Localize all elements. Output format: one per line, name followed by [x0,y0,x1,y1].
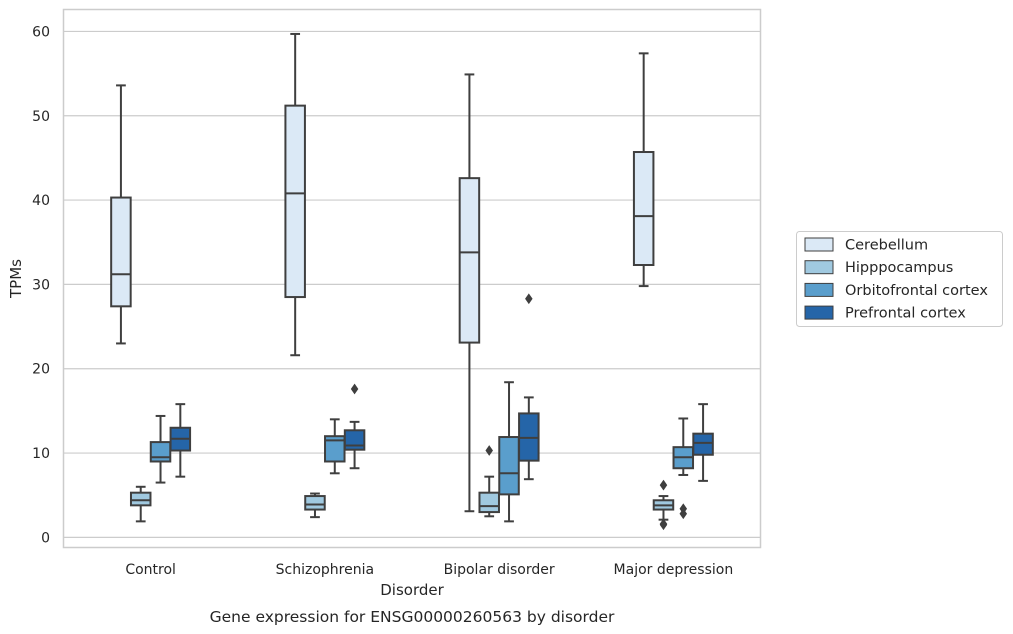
legend-items: Cerebellum Hipppocampus Orbitofrontal cort… [804,237,988,322]
box-hipppocampus [129,485,152,523]
box-cerebellum [284,32,306,357]
legend-label: Orbitofrontal cortex [845,283,988,299]
iqr-box [110,196,132,308]
box-orbitofrontal-cortex [498,381,520,523]
iqr-box [692,432,714,456]
box-prefrontal-cortex [343,383,366,470]
x-tick-label: Control [125,562,176,578]
y-tick-label: 30 [32,277,50,293]
legend-swatch [804,305,834,320]
iqr-box [284,104,306,299]
box-hipppocampus [478,445,500,518]
box-cerebellum [632,52,655,288]
box-orbitofrontal-cortex [149,414,172,484]
iqr-box [632,151,655,267]
legend-frame [796,231,1003,327]
box-hipppocampus [652,479,675,531]
legend-label: Prefrontal cortex [845,306,966,322]
outlier-point [659,479,668,491]
box-prefrontal-cortex [692,403,714,482]
y-axis-title: TPMs [7,259,25,299]
x-tick-labels: Control Schizophrenia Bipolar disorder Majo… [125,562,733,578]
legend-label: Cerebellum [845,238,928,254]
box-orbitofrontal-cortex [324,418,346,475]
chart-caption: Gene expression for ENSG00000260563 by d… [210,608,615,626]
y-tick-label: 40 [32,193,50,209]
iqr-box [458,177,481,344]
x-tick-label: Major depression [614,562,734,578]
box-plot-marks [110,32,714,531]
outlier-point [679,508,688,520]
iqr-box [304,495,326,511]
outlier-point [659,519,668,531]
x-axis-title: Disorder [380,581,444,599]
y-tick-label: 10 [32,446,50,462]
box-orbitofrontal-cortex [672,417,695,520]
legend-swatch [804,237,834,252]
y-tick-label: 0 [41,530,50,546]
y-tick-label: 60 [32,24,50,40]
box-prefrontal-cortex [169,403,192,478]
iqr-box [129,491,152,507]
outlier-point [350,383,359,395]
iqr-box [478,491,500,514]
iqr-box [343,429,366,451]
y-tick-label: 20 [32,362,50,378]
outlier-point [485,445,493,456]
legend-swatch [804,282,834,297]
x-tick-label: Bipolar disorder [444,562,555,578]
box-prefrontal-cortex [518,293,540,481]
x-tick-label: Schizophrenia [276,562,374,578]
legend: Cerebellum Hipppocampus Orbitofrontal cort… [796,231,1003,327]
legend-swatch [804,260,834,275]
y-tick-label: 50 [32,109,50,125]
legend-label: Hipppocampus [845,260,953,276]
y-tick-labels: 0 10 20 30 40 50 60 [32,24,50,546]
iqr-box [149,441,172,463]
box-hipppocampus [304,492,326,519]
plot-frame [62,8,762,549]
box-cerebellum [110,84,132,345]
outlier-point [525,293,533,305]
box-cerebellum [458,73,481,513]
iqr-box [498,436,520,496]
